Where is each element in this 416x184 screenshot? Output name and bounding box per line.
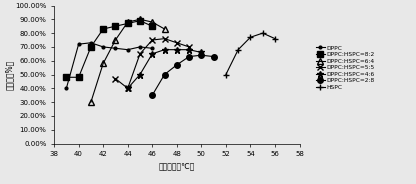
Line: DPPC:HSPC=5:5: DPPC:HSPC=5:5 [113,36,192,91]
DPPC:HSPC=5:5 [150,39,155,41]
DPPC:HSPC=2:8 [199,54,204,56]
DPPC:HSPC=6:4 [101,62,106,65]
DPPC:HSPC=2:8 [150,94,155,96]
DPPC [101,46,106,48]
Line: DPPC:HSPC=8:2: DPPC:HSPC=8:2 [64,18,155,80]
DPPC:HSPC=4:6 [162,49,167,51]
DPPC:HSPC=6:4 [162,28,167,30]
DPPC:HSPC=6:4 [88,101,93,103]
Line: HSPC: HSPC [223,30,278,78]
DPPC:HSPC=2:8 [186,55,191,58]
DPPC:HSPC=8:2 [76,76,81,78]
DPPC:HSPC=8:2 [150,25,155,27]
DPPC [113,47,118,49]
DPPC:HSPC=8:2 [113,25,118,27]
DPPC:HSPC=5:5 [113,78,118,80]
DPPC:HSPC=5:5 [137,53,142,55]
DPPC:HSPC=5:5 [174,42,179,44]
Line: DPPC: DPPC [64,40,155,91]
HSPC [248,36,253,38]
DPPC:HSPC=2:8 [211,55,216,58]
DPPC:HSPC=5:5 [186,46,191,48]
DPPC:HSPC=6:4 [113,39,118,41]
DPPC:HSPC=4:6 [137,73,142,76]
HSPC [260,32,265,34]
DPPC:HSPC=6:4 [125,21,130,23]
X-axis label: 释放温度（℃）: 释放温度（℃） [158,163,195,172]
DPPC:HSPC=4:6 [150,53,155,55]
DPPC [76,43,81,45]
DPPC [64,87,69,89]
DPPC:HSPC=5:5 [162,38,167,40]
DPPC [150,47,155,49]
DPPC:HSPC=8:2 [64,76,69,78]
DPPC:HSPC=6:4 [137,18,142,20]
DPPC:HSPC=5:5 [125,87,130,89]
DPPC:HSPC=6:4 [150,21,155,23]
Y-axis label: 释放度（%）: 释放度（%） [5,59,14,90]
DPPC [88,42,93,44]
HSPC [223,73,228,76]
DPPC:HSPC=2:8 [174,64,179,66]
HSPC [272,38,277,40]
DPPC:HSPC=4:6 [125,87,130,89]
DPPC:HSPC=4:6 [174,49,179,51]
DPPC:HSPC=2:8 [162,73,167,76]
DPPC:HSPC=8:2 [101,28,106,30]
Legend: DPPC, DPPC:HSPC=8:2, DPPC:HSPC=6:4, DPPC:HSPC=5:5, DPPC:HSPC=4:6, DPPC:HSPC=2:8,: DPPC, DPPC:HSPC=8:2, DPPC:HSPC=6:4, DPPC… [315,45,375,90]
DPPC:HSPC=8:2 [125,22,130,24]
Line: DPPC:HSPC=4:6: DPPC:HSPC=4:6 [124,46,205,92]
Line: DPPC:HSPC=6:4: DPPC:HSPC=6:4 [88,17,167,105]
DPPC:HSPC=4:6 [199,51,204,54]
HSPC [236,49,241,51]
DPPC:HSPC=8:2 [137,20,142,22]
Line: DPPC:HSPC=2:8: DPPC:HSPC=2:8 [149,52,216,98]
DPPC:HSPC=8:2 [88,46,93,48]
DPPC [137,46,142,48]
DPPC [125,49,130,51]
DPPC:HSPC=4:6 [186,49,191,51]
